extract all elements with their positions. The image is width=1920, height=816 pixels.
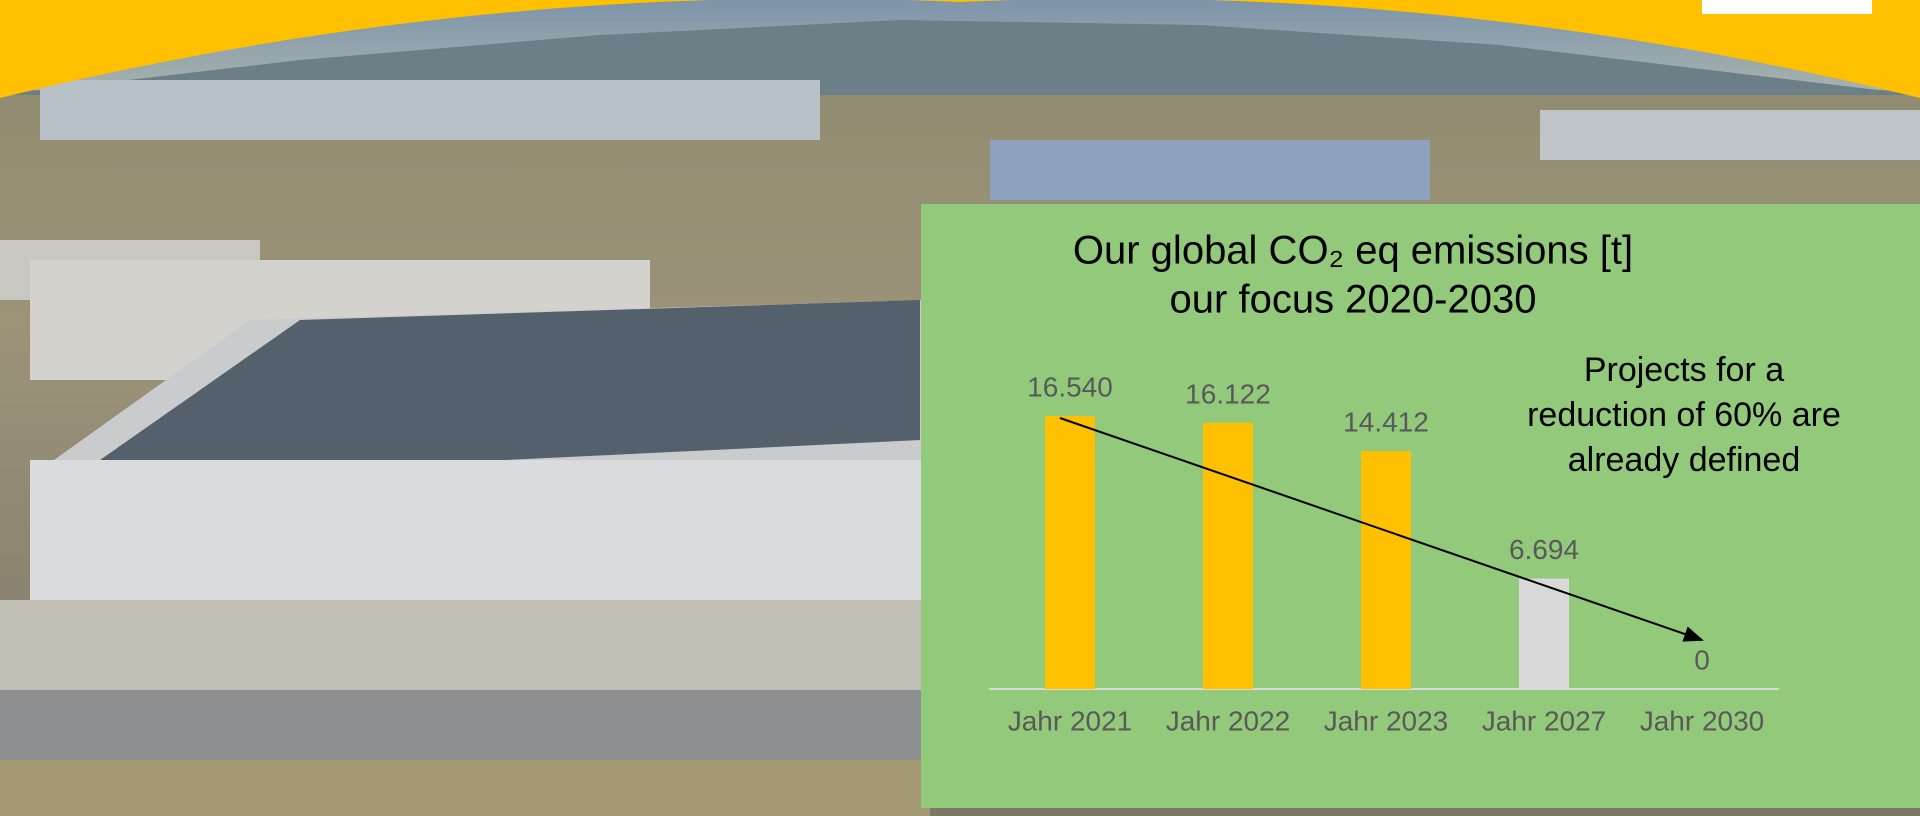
chart-title: Our global CO₂ eq emissions [t] (1073, 229, 1633, 273)
bar (1045, 416, 1095, 689)
bar (1519, 579, 1569, 689)
value-label: 0 (1694, 644, 1710, 675)
page: Our global CO₂ eq emissions [t] our focu… (0, 0, 1920, 816)
annotation: already defined (1568, 441, 1801, 479)
annotation: reduction of 60% are (1527, 396, 1841, 434)
chart-subtitle: our focus 2020-2030 (1170, 278, 1537, 322)
value-label: 16.540 (1027, 371, 1113, 402)
x-tick-label: Jahr 2021 (1008, 705, 1133, 736)
annotation: Projects for a (1584, 351, 1784, 389)
value-label: 6.694 (1509, 534, 1579, 565)
x-tick-label: Jahr 2030 (1640, 705, 1765, 736)
x-tick-label: Jahr 2027 (1482, 705, 1607, 736)
bar (1203, 423, 1253, 689)
x-tick-label: Jahr 2023 (1324, 705, 1449, 736)
scene: Our global CO₂ eq emissions [t] our focu… (0, 0, 1920, 816)
bar (1361, 451, 1411, 689)
x-tick-label: Jahr 2022 (1166, 705, 1291, 736)
value-label: 16.122 (1185, 378, 1271, 409)
value-label: 14.412 (1343, 407, 1429, 438)
logo-box (1702, 0, 1872, 14)
